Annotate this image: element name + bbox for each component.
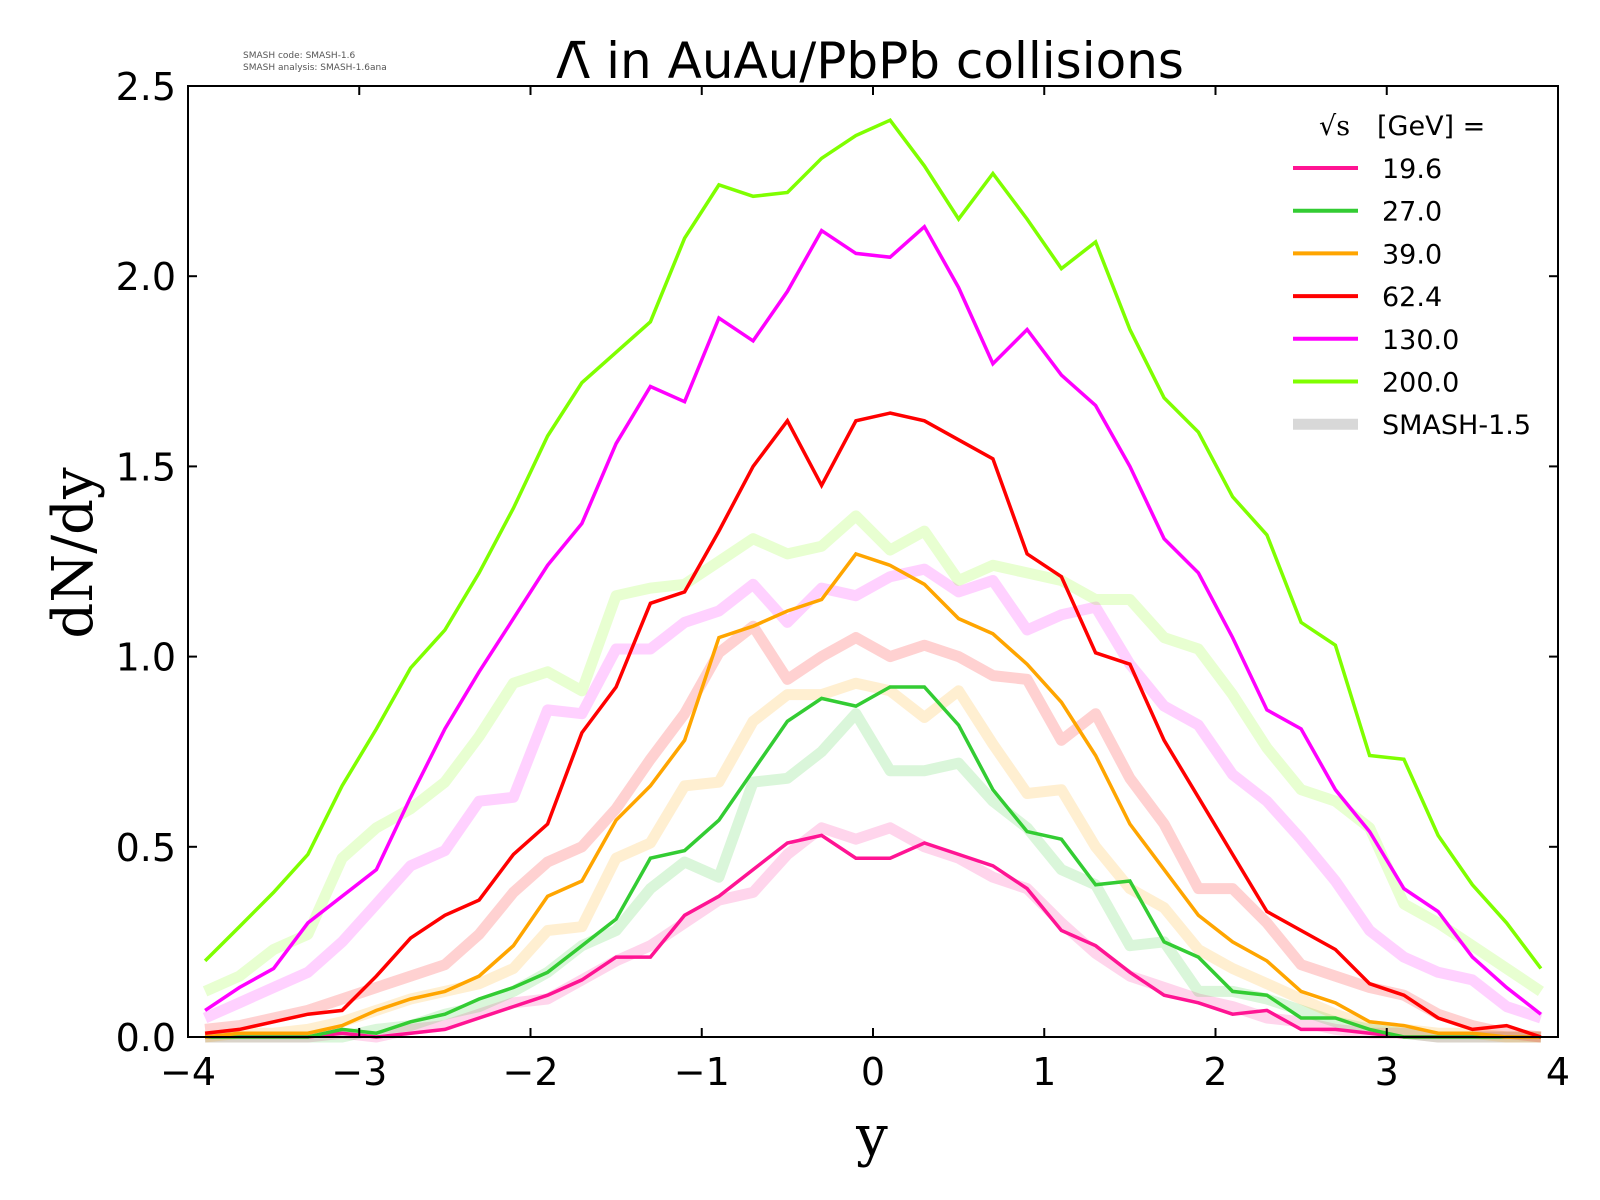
y-axis-label: dN/dy <box>41 467 106 639</box>
series-line-0 <box>205 833 1541 1039</box>
series-line-2 <box>204 551 1541 1039</box>
x-axis-label: y <box>855 1104 888 1169</box>
legend-title-text: [GeV] = <box>1377 111 1485 142</box>
legend-label-0: 19.6 <box>1382 154 1442 185</box>
series-lines <box>203 118 1543 1039</box>
y-tick-label: 2.0 <box>116 255 176 299</box>
x-tick-label: 2 <box>1203 1050 1227 1094</box>
version-line-1: SMASH code: SMASH-1.6 <box>243 51 356 61</box>
reference-line-1 <box>205 708 1541 1043</box>
legend-label-reference: SMASH-1.5 <box>1382 410 1531 441</box>
x-tick-label: 4 <box>1546 1050 1570 1094</box>
series-line-5 <box>203 118 1543 970</box>
legend-label-3: 62.4 <box>1382 282 1442 313</box>
plot-area: −4 −3 −2 −1 0 1 2 3 4 0.0 0.5 1.0 1.5 2.0 2.5 <box>116 65 1571 1094</box>
x-tick-label: −4 <box>160 1050 216 1094</box>
y-tick-label: 2.5 <box>116 65 176 109</box>
axis-ticks <box>187 85 1559 1038</box>
y-tick-label: 0.0 <box>116 1016 176 1060</box>
reference-line-4 <box>202 563 1543 1024</box>
legend-title: √s [GeV] = <box>1319 111 1485 142</box>
legend-label-2: 39.0 <box>1382 239 1442 270</box>
y-tick-label: 0.5 <box>116 826 176 870</box>
series-line-3 <box>204 411 1542 1039</box>
x-tick-label: 0 <box>861 1050 885 1094</box>
x-tick-label: 3 <box>1375 1050 1399 1094</box>
plot-background <box>188 86 1558 1037</box>
series-line-1 <box>205 685 1541 1039</box>
legend-entries: 19.6 27.0 39.0 62.4 130.0 200.0 SMASH-1.5 <box>1293 154 1531 441</box>
reference-line-3 <box>204 620 1542 1043</box>
x-tick-label: 1 <box>1032 1050 1056 1094</box>
legend: √s [GeV] = 19.6 27.0 39.0 62.4 130.0 200.0 SMA… <box>1293 111 1531 441</box>
y-tick-label: 1.0 <box>116 636 176 680</box>
legend-label-5: 200.0 <box>1382 368 1459 399</box>
version-line-2: SMASH analysis: SMASH-1.6ana <box>243 63 387 73</box>
legend-title-sqrt: √s <box>1319 111 1350 142</box>
y-tick-label: 1.5 <box>116 445 176 489</box>
reference-line-0 <box>205 822 1541 1043</box>
tick-labels: −4 −3 −2 −1 0 1 2 3 4 0.0 0.5 1.0 1.5 2.0 2.5 <box>116 65 1571 1094</box>
legend-label-1: 27.0 <box>1382 197 1442 228</box>
x-tick-label: −3 <box>331 1050 387 1094</box>
reference-line-5 <box>202 510 1544 997</box>
legend-label-4: 130.0 <box>1382 325 1459 356</box>
x-tick-label: −2 <box>502 1050 558 1094</box>
chart-title: Λ̄ in AuAu/PbPb collisions <box>556 32 1184 90</box>
series-line-4 <box>204 223 1542 1016</box>
x-tick-label: −1 <box>674 1050 730 1094</box>
